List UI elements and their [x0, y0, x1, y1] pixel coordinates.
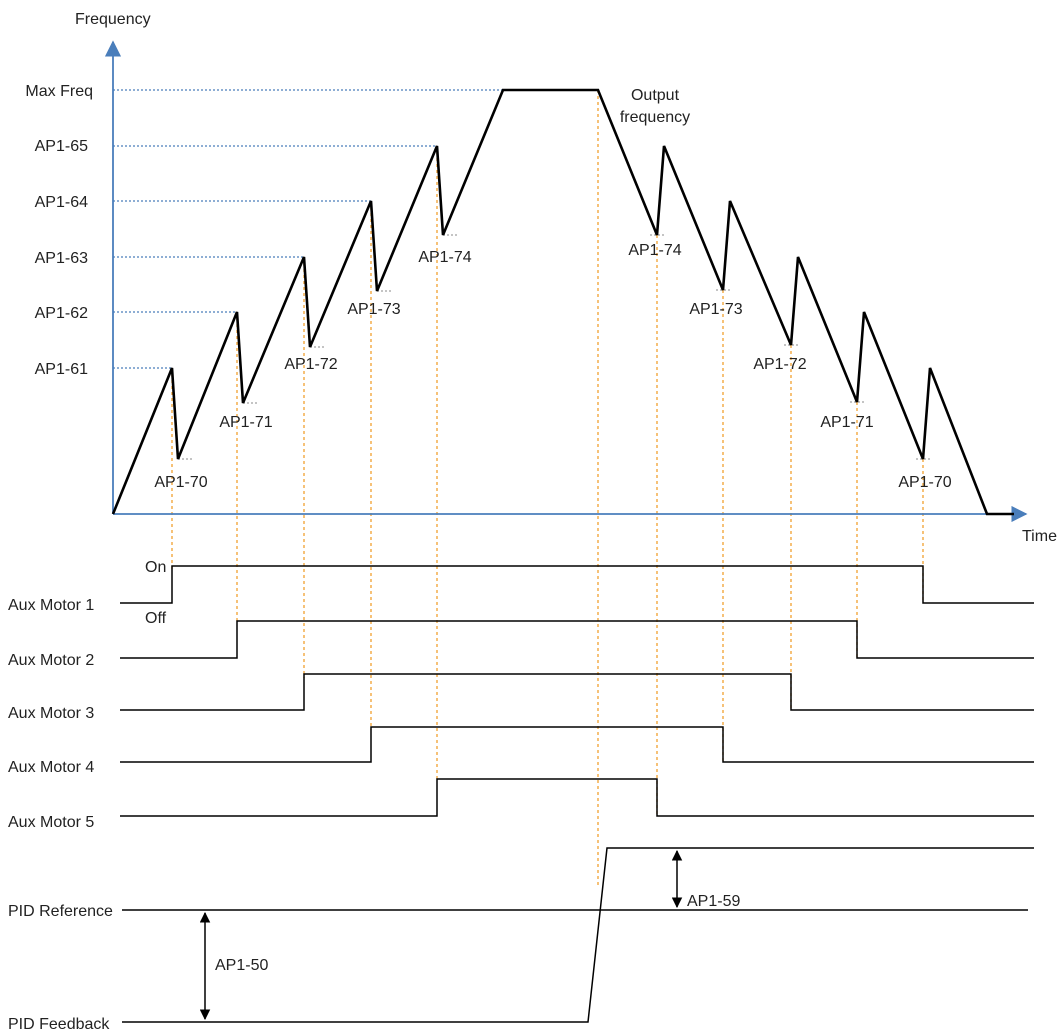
- pid-feedback-label: PID Feedback: [8, 1016, 110, 1033]
- dip-label-up: AP1-74: [418, 249, 471, 266]
- pid-feedback-line: [122, 847, 1034, 1023]
- dip-label-up: AP1-72: [284, 356, 337, 373]
- level-guides: [113, 89, 503, 369]
- dip-label-down: AP1-73: [689, 301, 742, 318]
- level-label-ap1-62: AP1-62: [35, 305, 88, 322]
- dip-label-down: AP1-74: [628, 242, 681, 259]
- level-label-ap1-61: AP1-61: [35, 361, 88, 378]
- output-frequency-trace: [111, 88, 1014, 516]
- motor-3-trace: [120, 673, 1034, 711]
- state-on-label: On: [145, 559, 166, 576]
- motor-2-trace: [120, 620, 1034, 659]
- dip-label-up: AP1-71: [219, 414, 272, 431]
- x-axis-title: Time: [1022, 528, 1057, 545]
- dip-ticks: [178, 234, 930, 460]
- output-frequency-label-line-1: Output: [631, 87, 680, 104]
- motor-label-3: Aux Motor 3: [8, 705, 94, 722]
- level-label-max-freq: Max Freq: [25, 83, 93, 100]
- dip-label-up: AP1-70: [154, 474, 207, 491]
- motor-4-trace: [120, 726, 1034, 763]
- dip-label-up: AP1-73: [347, 301, 400, 318]
- motor-5-trace: [120, 778, 1034, 817]
- output-frequency-label-line-2: frequency: [620, 109, 690, 126]
- motor-label-4: Aux Motor 4: [8, 759, 94, 776]
- y-axis-title: Frequency: [75, 11, 151, 28]
- motor-label-1: Aux Motor 1: [8, 597, 94, 614]
- dip-label-down: AP1-71: [820, 414, 873, 431]
- state-off-label: Off: [145, 610, 167, 627]
- level-label-ap1-63: AP1-63: [35, 250, 88, 267]
- dip-label-down: AP1-72: [753, 356, 806, 373]
- dip-label-down: AP1-70: [898, 474, 951, 491]
- pid-reference-label: PID Reference: [8, 903, 113, 920]
- level-label-ap1-65: AP1-65: [35, 138, 88, 155]
- motor-1-trace: [120, 565, 1034, 604]
- motor-label-5: Aux Motor 5: [8, 814, 94, 831]
- ap1-59-label: AP1-59: [687, 893, 740, 910]
- motor-traces: [120, 565, 1034, 817]
- ap1-50-label: AP1-50: [215, 957, 268, 974]
- motor-label-2: Aux Motor 2: [8, 652, 94, 669]
- switch-event-guides: [171, 90, 924, 885]
- level-label-ap1-64: AP1-64: [35, 194, 88, 211]
